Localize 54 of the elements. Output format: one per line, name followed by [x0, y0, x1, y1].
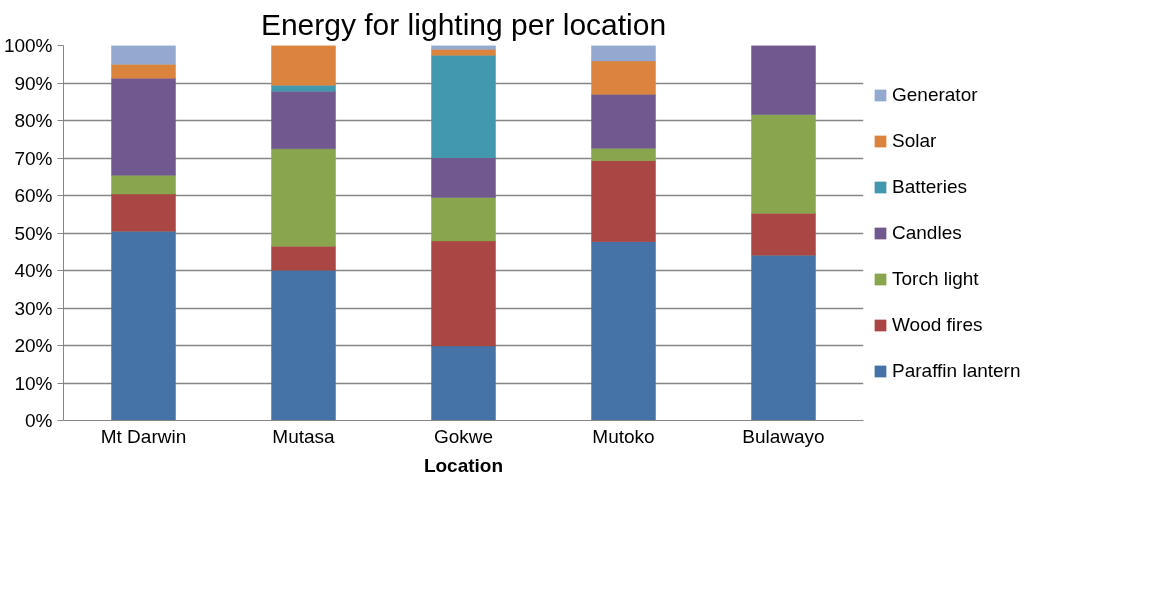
- bar: [751, 45, 816, 115]
- bar: [431, 197, 496, 242]
- y-tick-label: 70%: [14, 147, 53, 169]
- bar: [271, 91, 336, 149]
- legend-label: Paraffin lantern: [892, 359, 1021, 382]
- bar: [271, 85, 336, 92]
- bar: [111, 175, 176, 195]
- y-tick-label: 20%: [14, 335, 53, 356]
- bar: [111, 193, 176, 232]
- bar: [271, 245, 336, 271]
- y-tick-label: 30%: [14, 297, 53, 319]
- bar: [591, 160, 656, 242]
- bar: [431, 240, 496, 347]
- bar: [591, 60, 656, 95]
- bar: [431, 49, 496, 56]
- x-tick-label: Bulawayo: [742, 425, 825, 447]
- legend-label: Generator: [892, 83, 978, 106]
- x-tick-label: Mt Darwin: [100, 425, 187, 447]
- legend-label: Wood fires: [892, 313, 983, 336]
- y-tick-label: 40%: [14, 260, 53, 281]
- bar: [271, 148, 336, 247]
- y-tick-label: 80%: [14, 110, 53, 131]
- bar: [431, 45, 496, 50]
- legend-label: Candles: [892, 221, 962, 244]
- y-tick-label: 10%: [14, 372, 53, 394]
- bar: [751, 114, 816, 214]
- y-tick-label: 90%: [14, 72, 53, 94]
- x-tick-label: Gokwe: [433, 425, 494, 447]
- bar: [111, 230, 176, 421]
- legend-label: Torch light: [892, 267, 979, 290]
- bar: [751, 254, 816, 421]
- bar: [591, 45, 656, 62]
- bar: [111, 77, 176, 176]
- x-axis-title: Location: [423, 454, 504, 476]
- y-tick-label: 0%: [25, 410, 53, 431]
- bar: [591, 94, 656, 149]
- bar: [111, 45, 176, 65]
- bar: [431, 345, 496, 421]
- bar: [591, 148, 656, 161]
- y-tick-label: 50%: [14, 222, 53, 244]
- x-tick-label: Mutasa: [272, 425, 336, 447]
- x-tick-label: Mutoko: [592, 425, 655, 447]
- bar: [751, 212, 816, 256]
- bar: [431, 55, 496, 158]
- bar: [271, 269, 336, 421]
- y-tick-label: 60%: [14, 185, 53, 206]
- bar: [271, 45, 336, 86]
- chart-title: Energy for lighting per location: [260, 7, 667, 41]
- y-tick-label: 100%: [3, 35, 53, 56]
- bar: [431, 157, 496, 198]
- bar: [591, 241, 656, 421]
- legend-label: Batteries: [892, 175, 967, 198]
- legend-label: Solar: [892, 129, 937, 152]
- bar: [111, 64, 176, 79]
